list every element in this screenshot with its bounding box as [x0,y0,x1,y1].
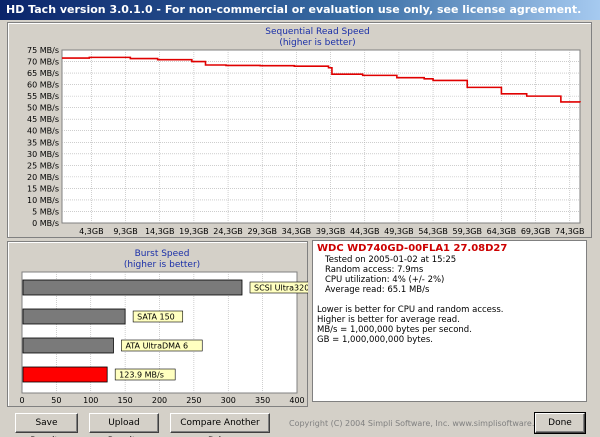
upload-results-button[interactable]: Upload Results [89,413,159,437]
plot-area [61,49,581,224]
copyright-text: Copyright (C) 2004 Simpli Software, Inc.… [289,419,552,428]
x-tick-label: 59,3GB [452,227,482,236]
sequential-read-line [62,56,581,103]
burst-bar [22,279,243,296]
burst-bar-label-box [132,310,184,323]
cpu-utilization: CPU utilization: 4% (+/- 2%) [325,275,445,285]
y-tick-label: 40 MB/s [27,127,59,136]
x-tick-label: 44,3GB [350,227,380,236]
tested-date: Tested on 2005-01-02 at 15:25 [325,255,457,265]
burst-x-tick-label: 150 [117,396,132,405]
note-gb: GB = 1,000,000,000 bytes. [317,335,433,345]
y-tick-label: 0 MB/s [32,219,59,228]
x-tick-label: 24,3GB [213,227,243,236]
x-tick-label: 4,3GB [79,227,103,236]
burst-bar-label: SATA 150 [137,313,175,322]
x-tick-label: 49,3GB [384,227,414,236]
burst-chart-subtitle: (higher is better) [123,260,201,270]
average-read: Average read: 65.1 MB/s [325,285,430,295]
x-tick-label: 64,3GB [487,227,517,236]
burst-x-tick-label: 250 [186,396,201,405]
note-mbs: MB/s = 1,000,000 bytes per second. [317,325,472,335]
note-lower-better: Lower is better for CPU and random acces… [317,305,504,315]
sequential-chart-title: Sequential Read Speed [265,27,370,37]
y-tick-label: 20 MB/s [27,173,59,182]
y-tick-label: 45 MB/s [27,115,59,124]
burst-bar-label: SCSI Ultra320 [254,284,308,293]
x-tick-label: 14,3GB [145,227,175,236]
x-tick-label: 39,3GB [316,227,346,236]
x-tick-label: 9,3GB [113,227,137,236]
y-tick-label: 55 MB/s [27,92,59,101]
burst-x-tick-label: 300 [221,396,236,405]
burst-bar-label-box [121,339,203,352]
burst-bar [22,308,126,325]
random-access: Random access: 7.9ms [325,265,424,275]
sequential-read-chart: 75 MB/s 70 MB/s 65 MB/s 60 MB/s 55 MB/s 50 MB… [27,46,585,236]
burst-x-tick-label: 0 [19,396,24,405]
x-tick-label: 74,3GB [555,227,585,236]
y-tick-label: 75 MB/s [27,46,59,55]
y-tick-label: 15 MB/s [27,184,59,193]
x-tick-label: 69,3GB [521,227,551,236]
y-tick-label: 70 MB/s [27,58,59,67]
burst-bar-label: ATA UltraDMA 6 [125,342,188,351]
y-tick-label: 35 MB/s [27,138,59,147]
burst-bar [22,366,108,383]
sequential-read-panel [7,22,592,238]
burst-x-tick-label: 200 [152,396,167,405]
compare-drive-button[interactable]: Compare Another Drive [170,413,270,437]
burst-bar [22,337,114,354]
sequential-chart-subtitle: (higher is better) [279,38,356,48]
y-tick-label: 30 MB/s [27,150,59,159]
burst-x-tick-label: 100 [83,396,98,405]
burst-bar-label-box [249,281,308,294]
burst-bar-label-box [114,368,176,381]
burst-bar-label: 123.9 MB/s [119,371,164,380]
x-tick-label: 54,3GB [418,227,448,236]
y-tick-label: 65 MB/s [27,69,59,78]
x-tick-label: 19,3GB [179,227,209,236]
burst-x-tick-label: 350 [255,396,270,405]
y-tick-label: 50 MB/s [27,104,59,113]
burst-x-tick-label: 400 [289,396,304,405]
burst-chart-title: Burst Speed [134,249,190,259]
y-tick-label: 60 MB/s [27,81,59,90]
y-tick-label: 10 MB/s [27,196,59,205]
save-results-button[interactable]: Save Results [15,413,78,437]
window-title: HD Tach version 3.0.1.0 - For non-commer… [0,0,600,20]
burst-speed-chart: 0 50 100 150 200 250 300 350 400 SCSI Ultra320 SAT… [19,271,308,405]
drive-model: WDC WD740GD-00FLA1 27.08D27 [317,243,508,254]
note-higher-better: Higher is better for average read. [317,315,460,325]
burst-x-tick-label: 50 [51,396,61,405]
y-tick-label: 5 MB/s [32,207,59,216]
y-tick-label: 25 MB/s [27,161,59,170]
results-info-panel: WDC WD740GD-00FLA1 27.08D27 Tested on 20… [312,240,587,402]
burst-speed-panel [7,241,308,407]
done-button[interactable]: Done [534,412,586,434]
x-tick-label: 29,3GB [247,227,277,236]
x-tick-label: 34,3GB [282,227,312,236]
